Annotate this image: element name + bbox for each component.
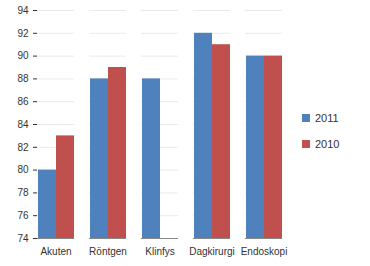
svg-text:88: 88 xyxy=(17,73,29,84)
svg-text:90: 90 xyxy=(17,50,29,61)
svg-text:Endoskopi: Endoskopi xyxy=(241,246,288,257)
svg-text:94: 94 xyxy=(17,5,29,16)
html-text:2010: 2010 xyxy=(315,138,340,150)
svg-text:Röntgen: Röntgen xyxy=(89,246,127,257)
svg-text:Akuten: Akuten xyxy=(40,246,71,257)
svg-text:92: 92 xyxy=(17,28,29,39)
svg-text:76: 76 xyxy=(17,210,29,221)
svg-text:Klinfys: Klinfys xyxy=(145,246,174,257)
svg-text:82: 82 xyxy=(17,142,29,153)
svg-text:78: 78 xyxy=(17,187,29,198)
svg-text:86: 86 xyxy=(17,96,29,107)
svg-text:74: 74 xyxy=(17,233,29,244)
svg-text:80: 80 xyxy=(17,164,29,175)
svg-text:84: 84 xyxy=(17,119,29,130)
svg-text:Dagkirurgi: Dagkirurgi xyxy=(189,246,235,257)
html-text:2011: 2011 xyxy=(315,112,339,124)
